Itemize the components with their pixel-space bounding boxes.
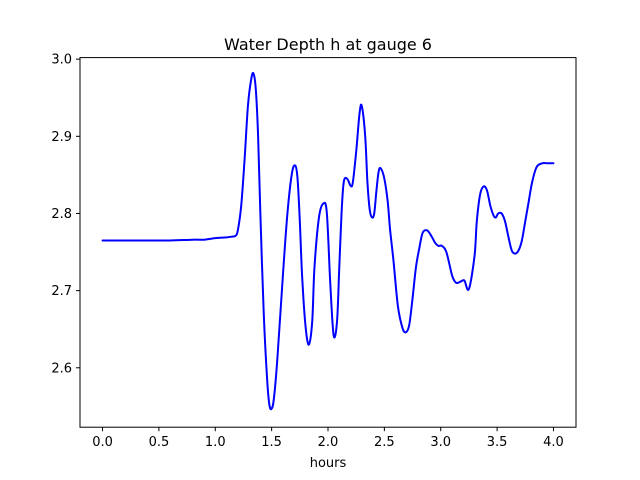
x-axis-ticks: 0.0 0.5 1.0 1.5 2.0 2.5 3.0 3.5 4.0: [92, 427, 564, 450]
chart-title: Water Depth h at gauge 6: [224, 35, 432, 54]
x-tick-label: 0.0: [92, 435, 113, 450]
y-tick-label: 3.0: [51, 53, 72, 68]
x-tick-label: 1.5: [261, 435, 282, 450]
axes-frame: [79, 57, 577, 428]
x-tick-label: 0.5: [149, 435, 170, 450]
y-tick-label: 2.7: [51, 284, 72, 299]
series-line-water-depth: [101, 71, 555, 411]
x-tick-label: 1.0: [205, 435, 226, 450]
x-axis-label: hours: [310, 456, 347, 471]
plot-area: [101, 71, 555, 411]
y-tick-label: 2.8: [51, 207, 72, 222]
x-tick-label: 3.0: [430, 435, 451, 450]
y-tick-label: 2.6: [51, 361, 72, 376]
y-tick-label: 2.9: [51, 130, 72, 145]
x-tick-label: 2.0: [318, 435, 339, 450]
x-tick-label: 3.5: [487, 435, 508, 450]
x-tick-label: 4.0: [543, 435, 564, 450]
y-axis-ticks: 2.6 2.7 2.8 2.9 3.0: [51, 53, 80, 376]
x-tick-label: 2.5: [374, 435, 395, 450]
